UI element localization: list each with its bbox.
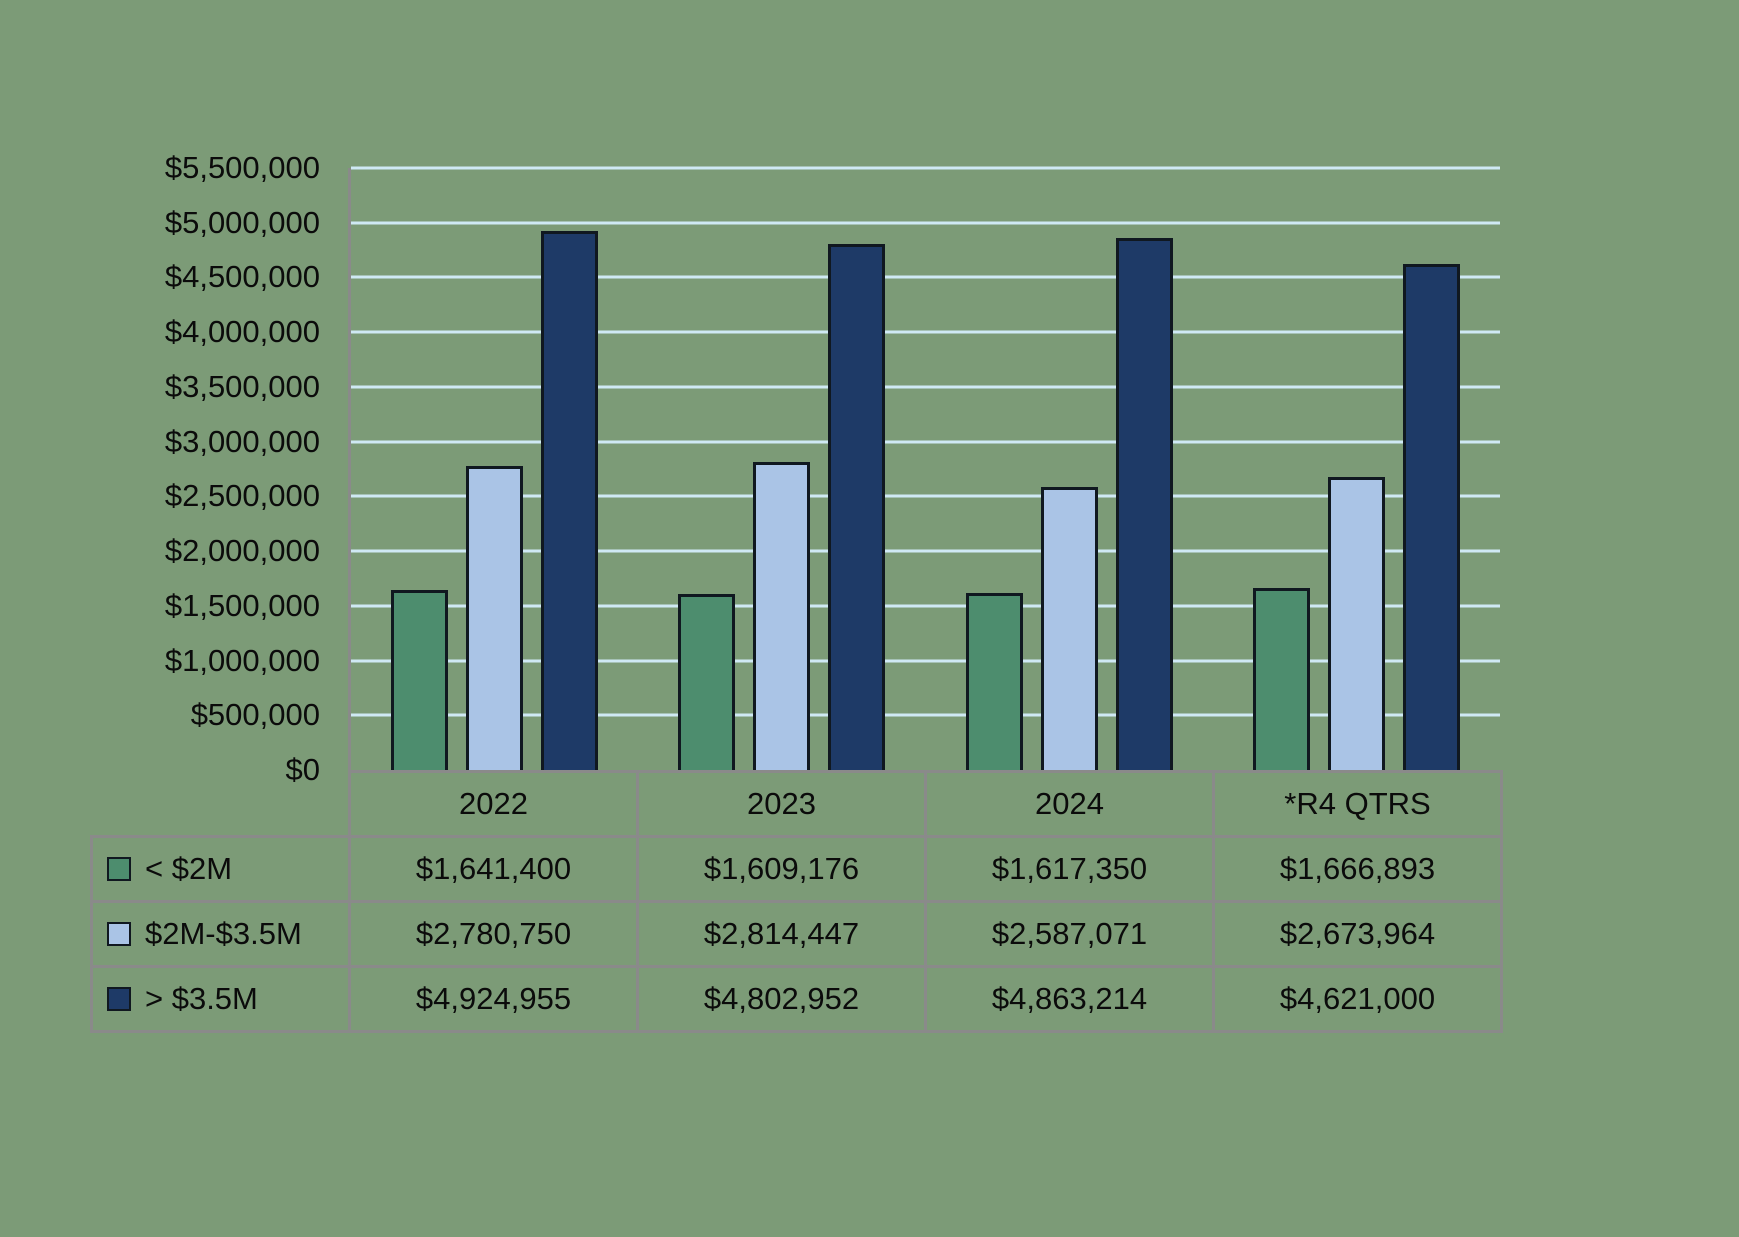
bar--2m — [391, 590, 449, 770]
table-value-cell: $4,924,955 — [348, 965, 639, 1033]
gridline — [351, 166, 1500, 170]
table-row: > $3.5M $4,924,955 $4,802,952 $4,863,214 $4,… — [90, 965, 1503, 1033]
y-axis-label: $2,000,000 — [164, 533, 320, 569]
legend-swatch-icon — [107, 922, 131, 946]
table-value-cell: $4,621,000 — [1212, 965, 1503, 1033]
table-header-row: 2022 2023 2024 *R4 QTRS — [91, 770, 1503, 838]
legend-swatch-icon — [107, 987, 131, 1011]
legend-wrap: $2M-$3.5M — [93, 916, 348, 952]
bar--2m-3-5m — [1327, 477, 1385, 770]
table-value-cell: $4,802,952 — [636, 965, 927, 1033]
table-value-cell: $4,863,214 — [924, 965, 1215, 1033]
bar--3-5m — [828, 244, 886, 770]
table-value-cell: $1,641,400 — [348, 835, 639, 903]
bar-group-2022 — [351, 168, 638, 770]
table-header-cell: 2023 — [636, 770, 927, 838]
y-axis-label: $500,000 — [190, 697, 320, 733]
table-value-cell: $2,780,750 — [348, 900, 639, 968]
gridline — [351, 604, 1500, 608]
legend-cell: > $3.5M — [90, 965, 351, 1033]
y-axis-label: $1,000,000 — [164, 642, 320, 678]
table-value-cell: $1,666,893 — [1212, 835, 1503, 903]
table-value-cell: $1,609,176 — [636, 835, 927, 903]
bar--2m — [965, 592, 1023, 770]
table-row: $2M-$3.5M $2,780,750 $2,814,447 $2,587,071 $… — [90, 900, 1503, 968]
bar--3-5m — [1402, 264, 1460, 770]
bar-group-2024 — [926, 168, 1213, 770]
bar--3-5m — [541, 230, 599, 770]
legend-label: < $2M — [145, 851, 233, 886]
gridline — [351, 549, 1500, 553]
table-value-cell: $2,814,447 — [636, 900, 927, 968]
y-axis-label: $3,500,000 — [164, 368, 320, 404]
y-axis-label: $3,000,000 — [164, 423, 320, 459]
bar--3-5m — [1115, 237, 1173, 770]
bar--2m-3-5m — [1040, 486, 1098, 770]
plot-area — [348, 166, 1500, 770]
table-header-cell: 2024 — [924, 770, 1215, 838]
bar-group--r4-qtrs — [1213, 168, 1500, 770]
table-body: 2022 2023 2024 *R4 QTRS < $2M $1,641,400 $1,6… — [90, 770, 1503, 1033]
legend-wrap: > $3.5M — [93, 981, 348, 1017]
legend-wrap: < $2M — [93, 851, 348, 887]
data-table: 2022 2023 2024 *R4 QTRS < $2M $1,641,400 $1,6… — [90, 770, 1503, 1033]
legend-swatch-icon — [107, 857, 131, 881]
legend-cell: < $2M — [90, 835, 351, 903]
table-value-cell: $2,587,071 — [924, 900, 1215, 968]
bars-row — [351, 168, 1500, 770]
gridline — [351, 659, 1500, 663]
gridline — [351, 385, 1500, 389]
table-value-cell: $1,617,350 — [924, 835, 1215, 903]
bar-group-2023 — [638, 168, 925, 770]
y-axis-label: $1,500,000 — [164, 587, 320, 623]
y-axis: $5,500,000 $5,000,000 $4,500,000 $4,000,000… — [0, 150, 334, 787]
bar--2m — [1252, 587, 1310, 770]
table-corner-cell — [91, 771, 351, 838]
gridline — [351, 440, 1500, 444]
y-axis-label: $2,500,000 — [164, 478, 320, 514]
y-axis-label: $4,000,000 — [164, 314, 320, 350]
legend-cell: $2M-$3.5M — [90, 900, 351, 968]
bar--2m-3-5m — [466, 465, 524, 770]
table-header-cell: 2022 — [348, 770, 639, 838]
y-axis-label: $5,000,000 — [164, 204, 320, 240]
gridline — [351, 221, 1500, 225]
gridline — [351, 275, 1500, 279]
gridline — [351, 330, 1500, 334]
gridline — [351, 494, 1500, 498]
gridline — [351, 713, 1500, 717]
y-axis-label: $4,500,000 — [164, 259, 320, 295]
bar--2m-3-5m — [753, 461, 811, 770]
table-value-cell: $2,673,964 — [1212, 900, 1503, 968]
legend-label: $2M-$3.5M — [145, 916, 302, 951]
table-header-cell: *R4 QTRS — [1212, 770, 1503, 838]
bar--2m — [678, 593, 736, 770]
y-axis-label: $5,500,000 — [164, 150, 320, 185]
table-row: < $2M $1,641,400 $1,609,176 $1,617,350 $1,66… — [90, 835, 1503, 903]
legend-label: > $3.5M — [145, 981, 258, 1016]
